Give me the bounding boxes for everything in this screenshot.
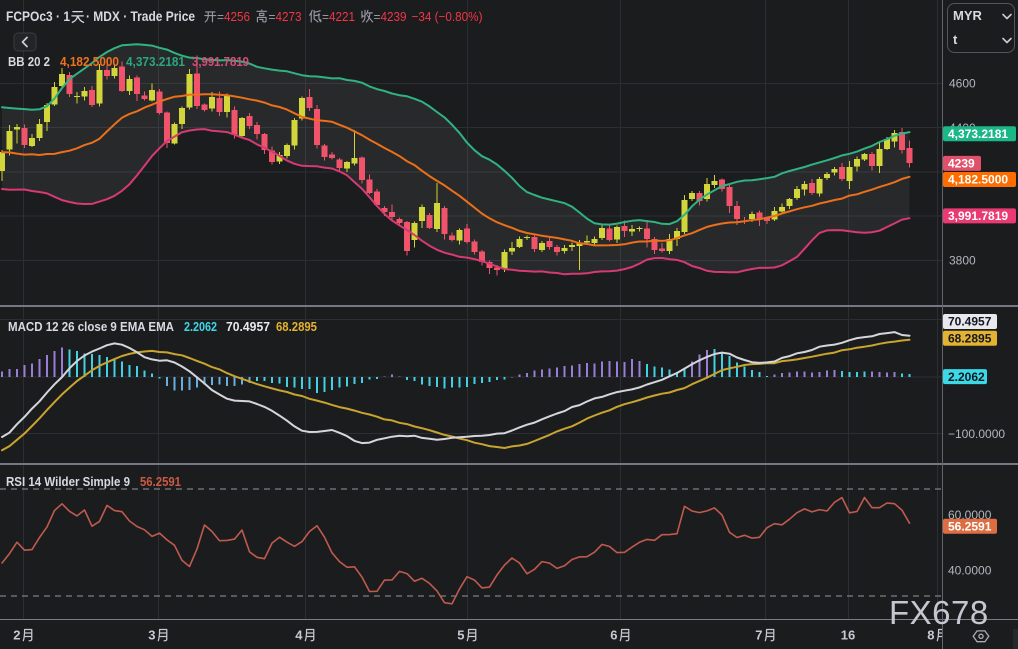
svg-text:−34 (−0.80%): −34 (−0.80%) [412, 9, 483, 24]
svg-text:68.2895: 68.2895 [276, 319, 317, 334]
svg-text:4273: 4273 [276, 10, 302, 24]
svg-text:4600: 4600 [949, 77, 976, 91]
svg-text:7: 7 [755, 628, 762, 643]
svg-text:=: = [322, 10, 329, 24]
svg-text:3,991.7819: 3,991.7819 [192, 54, 249, 69]
svg-text:4,373.2181: 4,373.2181 [948, 127, 1008, 141]
svg-text:−100.0000: −100.0000 [948, 427, 1005, 441]
svg-text:8: 8 [927, 628, 934, 643]
svg-text:4: 4 [295, 628, 303, 643]
svg-text:3800: 3800 [949, 254, 976, 268]
svg-text:3: 3 [148, 628, 155, 643]
svg-text:4239: 4239 [381, 10, 407, 24]
svg-text:4256: 4256 [224, 10, 250, 24]
svg-text:70.4957: 70.4957 [948, 315, 992, 329]
svg-text:56.2591: 56.2591 [140, 474, 181, 489]
svg-text:70.4957: 70.4957 [226, 319, 270, 334]
svg-text:FCPOc3 · 1: FCPOc3 · 1 [6, 9, 70, 24]
svg-text:4,182.5000: 4,182.5000 [948, 173, 1008, 187]
svg-text:4239: 4239 [948, 157, 975, 171]
svg-text:2.2062: 2.2062 [948, 370, 985, 384]
svg-text:MYR: MYR [953, 8, 983, 23]
svg-text:5: 5 [457, 628, 464, 643]
svg-text:2: 2 [13, 628, 20, 643]
svg-text:2.2062: 2.2062 [184, 319, 217, 334]
svg-text:FX678: FX678 [889, 594, 989, 631]
svg-text:=: = [217, 10, 224, 24]
svg-text:6: 6 [610, 628, 617, 643]
svg-text:MACD 12 26 close 9 EMA EMA: MACD 12 26 close 9 EMA EMA [8, 319, 175, 334]
svg-text:=: = [374, 10, 381, 24]
svg-text:68.2895: 68.2895 [948, 332, 992, 346]
svg-text:40.0000: 40.0000 [948, 563, 992, 577]
svg-text:4221: 4221 [329, 10, 355, 24]
svg-text:56.2591: 56.2591 [948, 520, 992, 534]
svg-text:t: t [953, 32, 958, 47]
svg-text:4,373.2181: 4,373.2181 [126, 54, 185, 69]
svg-text:60.0000: 60.0000 [948, 508, 992, 522]
svg-text:RSI 14 Wilder Simple 9: RSI 14 Wilder Simple 9 [6, 474, 130, 489]
svg-text:=: = [269, 10, 276, 24]
svg-text:BB 20 2: BB 20 2 [8, 54, 50, 69]
svg-text:· MDX · Trade Price: · MDX · Trade Price [86, 9, 195, 24]
svg-text:4,182.5000: 4,182.5000 [60, 54, 119, 69]
svg-text:3,991.7819: 3,991.7819 [948, 209, 1008, 223]
svg-text:16: 16 [841, 628, 855, 643]
